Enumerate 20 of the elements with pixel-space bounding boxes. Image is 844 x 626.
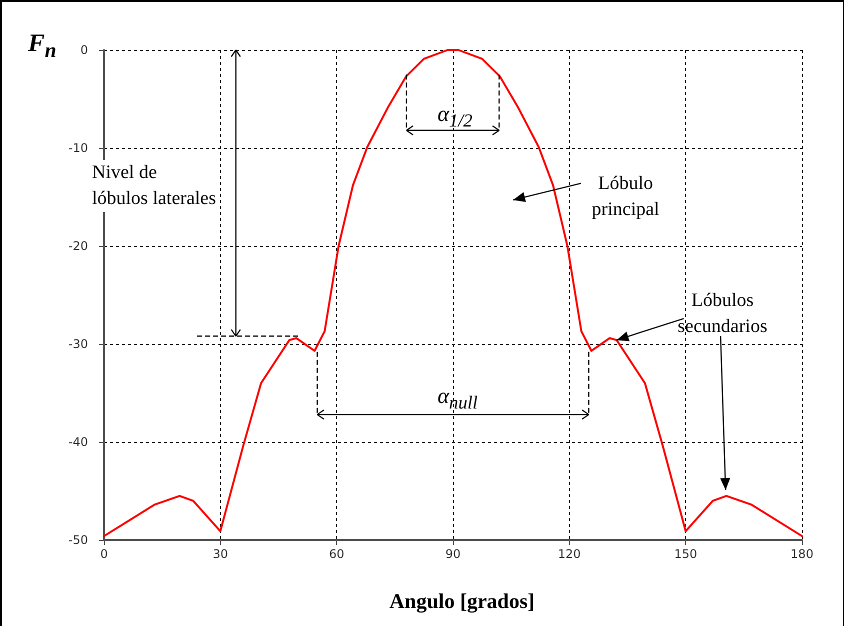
x-tick-label: 90: [445, 547, 461, 561]
y-axis-title: F$_{n}$: [28, 30, 56, 62]
annotation: Lóbulos secundarios: [678, 289, 768, 340]
x-tick-label: 0: [100, 547, 108, 561]
y-tick-label: 0: [80, 43, 88, 57]
y-tick-label: -50: [68, 533, 88, 547]
y-tick-label: -10: [68, 141, 88, 155]
x-tick-label: 120: [558, 547, 581, 561]
annotation: Nivel de lóbulos laterales: [92, 160, 216, 212]
y-tick-label: -40: [68, 435, 88, 449]
y-tick-label: -30: [68, 337, 88, 351]
annotation: Lóbulo principal: [592, 172, 660, 222]
x-axis-title: Angulo [grados]: [388, 589, 536, 613]
annotation: α$_{null}$: [437, 382, 478, 414]
y-tick-label: -20: [68, 239, 88, 253]
annotation: α$_{1/2}$: [437, 100, 472, 132]
x-tick-label: 60: [329, 547, 344, 561]
x-tick-label: 30: [212, 547, 228, 561]
x-tick-label: 180: [790, 547, 814, 561]
x-tick-label: 150: [674, 547, 698, 561]
